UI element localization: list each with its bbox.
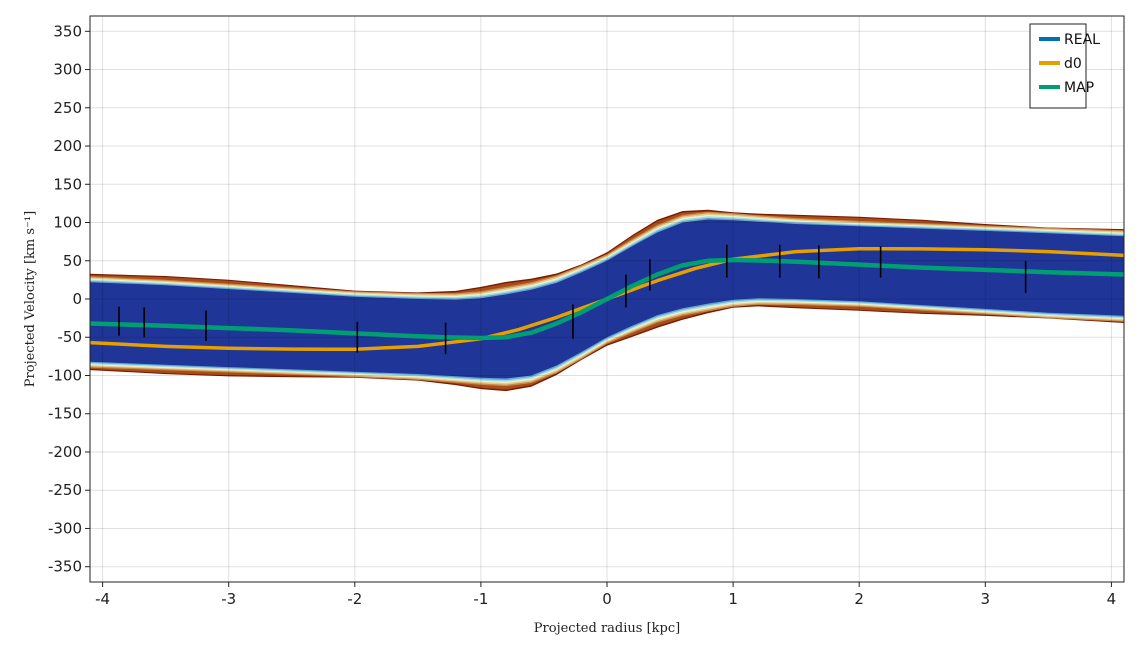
x-axis-title: Projected radius [kpc] xyxy=(534,621,680,636)
x-tick-label: 1 xyxy=(728,590,738,608)
y-tick-label: -350 xyxy=(48,558,82,576)
y-tick-label: -50 xyxy=(58,328,83,346)
x-tick-label: -4 xyxy=(95,590,110,608)
y-tick-label: -300 xyxy=(48,519,82,537)
y-tick-label: 50 xyxy=(63,252,82,270)
y-tick-label: -150 xyxy=(48,405,82,423)
x-tick-label: -3 xyxy=(221,590,236,608)
x-tick-label: 4 xyxy=(1107,590,1117,608)
x-tick-label: 0 xyxy=(602,590,612,608)
y-tick-label: -250 xyxy=(48,481,82,499)
y-tick-label: 100 xyxy=(53,214,82,232)
legend: REAL d0 MAP xyxy=(1029,23,1100,109)
axes: -4 -3 -2 -1 0 1 2 3 4 -350 -300 -250 -200 -150 -100 -50… xyxy=(48,15,1125,608)
y-tick-label: 250 xyxy=(53,99,82,117)
legend-label-real: REAL xyxy=(1064,32,1100,48)
y-axis-title: Projected Velocity [km s⁻¹] xyxy=(23,211,38,387)
y-tick-label: 0 xyxy=(72,290,82,308)
x-tick-label: -1 xyxy=(473,590,488,608)
series-lines xyxy=(89,246,1125,352)
y-tick-label: 300 xyxy=(53,61,82,79)
y-tick-label: -200 xyxy=(48,443,82,461)
x-tick-label: -2 xyxy=(347,590,362,608)
y-tick-label: 350 xyxy=(53,22,82,40)
y-tick-label: -100 xyxy=(48,366,82,384)
series-line-map xyxy=(89,257,1125,341)
legend-label-d0: d0 xyxy=(1064,56,1082,72)
y-tick-label: 150 xyxy=(53,175,82,193)
x-tick-label: 3 xyxy=(981,590,991,608)
legend-label-map: MAP xyxy=(1064,80,1094,96)
x-tick-label: 2 xyxy=(854,590,864,608)
error-bars xyxy=(118,244,1027,355)
y-tick-label: 200 xyxy=(53,137,82,155)
